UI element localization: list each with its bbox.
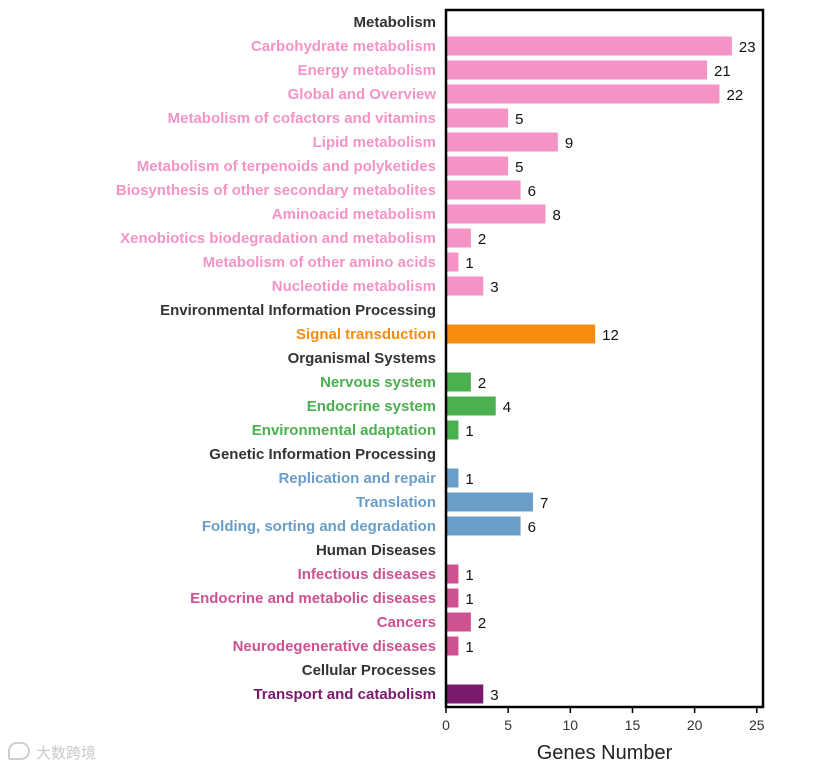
category-label-infectious-diseases: Infectious diseases — [298, 566, 436, 583]
value-label-metabolism-of-cofactors-and-vitamins: 5 — [515, 111, 523, 128]
value-label-carbohydrate-metabolism: 23 — [739, 39, 756, 56]
category-label-endocrine-system: Endocrine system — [307, 398, 436, 415]
category-label-energy-metabolism: Energy metabolism — [298, 62, 436, 79]
bar-endocrine-system — [446, 396, 496, 416]
plot-frame — [444, 8, 765, 709]
x-tick-label: 5 — [504, 717, 512, 733]
bar-carbohydrate-metabolism — [446, 36, 732, 56]
value-label-nervous-system: 2 — [478, 375, 486, 392]
bar-cancers — [446, 612, 471, 632]
value-label-metabolism-of-other-amino-acids: 1 — [465, 255, 473, 272]
category-label-global-and-overview: Global and Overview — [288, 86, 437, 103]
category-label-neurodegenerative-diseases: Neurodegenerative diseases — [233, 638, 436, 655]
value-label-cancers: 2 — [478, 615, 486, 632]
category-label-metabolism-of-cofactors-and-vitamins: Metabolism of cofactors and vitamins — [168, 110, 436, 127]
value-label-lipid-metabolism: 9 — [565, 135, 573, 152]
value-label-aminoacid-metabolism: 8 — [552, 207, 560, 224]
category-label-aminoacid-metabolism: Aminoacid metabolism — [272, 206, 436, 223]
x-tick-label: 0 — [442, 717, 450, 733]
bar-nucleotide-metabolism — [446, 276, 484, 296]
value-label-biosynthesis-of-other-secondary-metabolites: 6 — [528, 183, 536, 200]
value-label-environmental-adaptation: 1 — [465, 423, 473, 440]
category-label-nucleotide-metabolism: Nucleotide metabolism — [272, 278, 436, 295]
bar-energy-metabolism — [446, 60, 708, 80]
bar-global-and-overview — [446, 84, 720, 104]
bar-infectious-diseases — [446, 564, 459, 584]
bar-lipid-metabolism — [446, 132, 558, 152]
bar-metabolism-of-cofactors-and-vitamins — [446, 108, 509, 128]
bar-metabolism-of-terpenoids-and-polyketides — [446, 156, 509, 176]
value-label-translation: 7 — [540, 495, 548, 512]
bar-replication-and-repair — [446, 468, 459, 488]
bar-biosynthesis-of-other-secondary-metabolites — [446, 180, 521, 200]
x-tick-label: 10 — [563, 717, 579, 733]
category-label-translation: Translation — [356, 494, 436, 511]
x-axis-title: Genes Number — [537, 742, 673, 764]
bar-transport-and-catabolism — [446, 684, 484, 704]
bar-environmental-adaptation — [446, 420, 459, 440]
group-header-environmental-information-processing: Environmental Information Processing — [160, 302, 436, 319]
value-label-nucleotide-metabolism: 3 — [490, 279, 498, 296]
category-label-lipid-metabolism: Lipid metabolism — [313, 134, 436, 151]
bar-translation — [446, 492, 534, 512]
category-label-biosynthesis-of-other-secondary-metabolites: Biosynthesis of other secondary metaboli… — [116, 182, 436, 199]
bar-endocrine-and-metabolic-diseases — [446, 588, 459, 608]
value-label-folding-sorting-and-degradation: 6 — [528, 519, 536, 536]
category-label-carbohydrate-metabolism: Carbohydrate metabolism — [251, 38, 436, 55]
category-label-endocrine-and-metabolic-diseases: Endocrine and metabolic diseases — [190, 590, 436, 607]
value-label-signal-transduction: 12 — [602, 327, 619, 344]
value-label-energy-metabolism: 21 — [714, 63, 731, 80]
bars-layer — [446, 36, 732, 704]
watermark: 大数跨境 — [8, 742, 96, 763]
x-tick-label: 20 — [687, 717, 703, 733]
value-label-global-and-overview: 22 — [726, 87, 743, 104]
category-label-replication-and-repair: Replication and repair — [278, 470, 436, 487]
value-label-neurodegenerative-diseases: 1 — [465, 639, 473, 656]
category-label-folding-sorting-and-degradation: Folding, sorting and degradation — [202, 518, 436, 535]
value-label-replication-and-repair: 1 — [465, 471, 473, 488]
group-header-organismal-systems: Organismal Systems — [288, 350, 436, 367]
watermark-text: 大数跨境 — [36, 744, 97, 762]
value-label-endocrine-system: 4 — [503, 399, 511, 416]
category-label-nervous-system: Nervous system — [320, 374, 436, 391]
category-label-transport-and-catabolism: Transport and catabolism — [253, 686, 436, 703]
group-header-cellular-processes: Cellular Processes — [302, 662, 436, 679]
x-axis: 0 5 10 15 20 25 — [442, 707, 765, 733]
value-label-xenobiotics-biodegradation-and-metabolism: 2 — [478, 231, 486, 248]
bar-folding-sorting-and-degradation — [446, 516, 521, 536]
bar-xenobiotics-biodegradation-and-metabolism — [446, 228, 471, 248]
group-header-genetic-information-processing: Genetic Information Processing — [209, 446, 436, 463]
category-labels: Metabolism Carbohydrate metabolism Energy … — [116, 14, 436, 703]
chat-bubble-icon — [8, 742, 30, 760]
category-label-cancers: Cancers — [377, 614, 436, 631]
bar-signal-transduction — [446, 324, 596, 344]
category-label-environmental-adaptation: Environmental adaptation — [252, 422, 436, 439]
value-label-transport-and-catabolism: 3 — [490, 687, 498, 704]
x-tick-label: 25 — [749, 717, 765, 733]
category-label-xenobiotics-biodegradation-and-metabolism: Xenobiotics biodegradation and metabolis… — [120, 230, 436, 247]
bar-metabolism-of-other-amino-acids — [446, 252, 459, 272]
value-label-infectious-diseases: 1 — [465, 567, 473, 584]
value-label-metabolism-of-terpenoids-and-polyketides: 5 — [515, 159, 523, 176]
x-tick-label: 15 — [625, 717, 641, 733]
bar-nervous-system — [446, 372, 471, 392]
group-header-metabolism: Metabolism — [353, 14, 436, 31]
bar-neurodegenerative-diseases — [446, 636, 459, 656]
category-label-metabolism-of-other-amino-acids: Metabolism of other amino acids — [203, 254, 436, 271]
category-label-metabolism-of-terpenoids-and-polyketides: Metabolism of terpenoids and polyketides — [137, 158, 436, 175]
category-label-signal-transduction: Signal transduction — [296, 326, 436, 343]
group-header-human-diseases: Human Diseases — [316, 542, 436, 559]
bar-aminoacid-metabolism — [446, 204, 546, 224]
value-label-endocrine-and-metabolic-diseases: 1 — [465, 591, 473, 608]
